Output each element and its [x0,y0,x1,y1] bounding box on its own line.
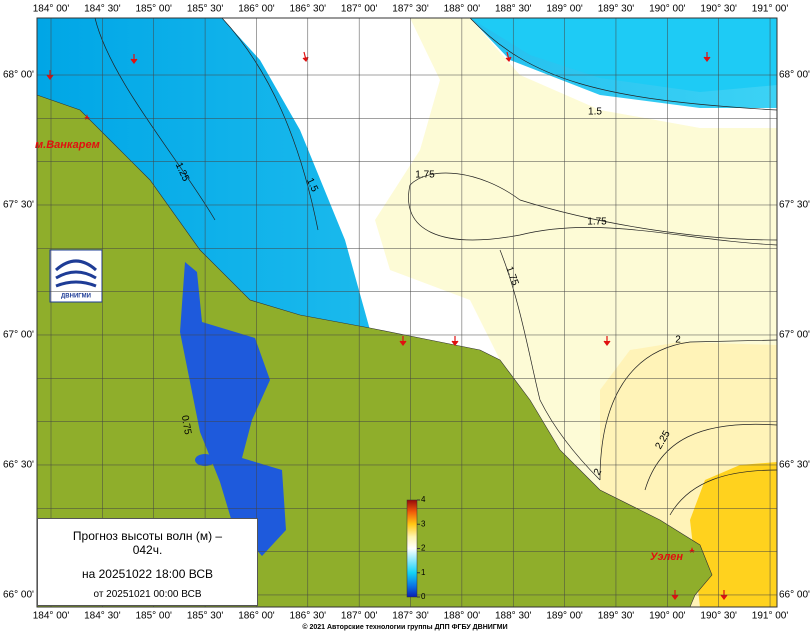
lagoon [180,262,286,556]
longitude-label: 185° 30' [187,611,224,622]
contours [94,17,778,516]
contour-label: 1.5 [304,176,320,194]
longitude-label: 187° 00' [341,4,378,15]
longitude-label: 189° 30' [598,611,635,622]
orange-zone [690,462,777,607]
longitude-label: 184° 30' [84,611,121,622]
longitude-label: 187° 00' [341,611,378,622]
latitude-label: 66° 30' [779,460,810,471]
longitude-label: 188° 30' [495,4,532,15]
longitude-label: 186° 30' [290,611,327,622]
colorbar [406,499,418,598]
logo [49,249,103,303]
logo-text: ДВНИГМИ [61,294,91,300]
longitude-label: 185° 00' [135,611,172,622]
latitude-label: 66° 30' [3,460,34,471]
longitude-label: 185° 30' [187,4,224,15]
contour-label: 2 [675,335,681,346]
latitude-label: 67° 00' [779,330,810,341]
longitude-label: 184° 00' [33,611,70,622]
longitude-label: 186° 30' [290,4,327,15]
longitude-label: 188° 30' [495,611,532,622]
place-name: м.Ванкарем [35,139,100,151]
longitude-label: 189° 00' [546,4,583,15]
legend-forecast-time: на 20251022 18:00 ВСВ [82,567,213,581]
legend-title: Прогноз высоты волн (м) – 042ч. [72,529,223,557]
map-area [36,17,778,608]
latitude-label: 67° 30' [779,200,810,211]
colorbar-tick-label: 1 [421,568,426,577]
cyan-zone [470,18,777,92]
longitude-label: 191° 00' [752,611,789,622]
longitude-label: 189° 00' [546,611,583,622]
colorbar-tick-label: 4 [421,495,426,504]
longitude-label: 188° 00' [444,4,481,15]
place-name: Уэлен [650,551,683,563]
longitude-label: 190° 30' [700,4,737,15]
colorbar-tick-label: 3 [421,519,426,528]
longitude-label: 185° 00' [135,4,172,15]
latitude-label: 68° 00' [779,70,810,81]
contour-label: 1.75 [587,217,607,228]
contour-label: 0.75 [179,414,193,436]
latitude-label: 66° 00' [779,590,810,601]
longitude-label: 184° 30' [84,4,121,15]
longitude-label: 187° 30' [392,611,429,622]
latitude-label: 67° 00' [3,330,34,341]
longitude-label: 191° 00' [752,4,789,15]
longitude-label: 189° 30' [598,4,635,15]
longitude-label: 190° 00' [649,4,686,15]
longitude-label: 190° 30' [700,611,737,622]
copyright: © 2021 Авторские технологии группы ДПП Ф… [302,623,507,631]
colorbar-tick-label: 2 [421,544,426,553]
latitude-label: 67° 30' [3,200,34,211]
latitude-label: 66° 00' [3,590,34,601]
wave-arrows [46,51,728,600]
contour-label: 2 [592,467,605,478]
latitude-label: 68° 00' [3,70,34,81]
longitude-label: 184° 00' [33,4,70,15]
longitude-label: 187° 30' [392,4,429,15]
frame [36,17,778,608]
land [36,94,713,608]
longitude-label: 186° 00' [238,4,275,15]
longitude-label: 186° 00' [238,611,275,622]
legend-issued: от 20251021 00:00 ВСВ [93,589,202,600]
contour-label: 1.75 [415,170,435,181]
colorbar-tick-label: 0 [421,592,426,601]
longitude-label: 190° 00' [649,611,686,622]
legend: Прогноз высоты волн (м) – 042ч. на 20251… [37,518,258,606]
contour-label: 1.5 [588,107,602,118]
longitude-label: 188° 00' [444,611,481,622]
